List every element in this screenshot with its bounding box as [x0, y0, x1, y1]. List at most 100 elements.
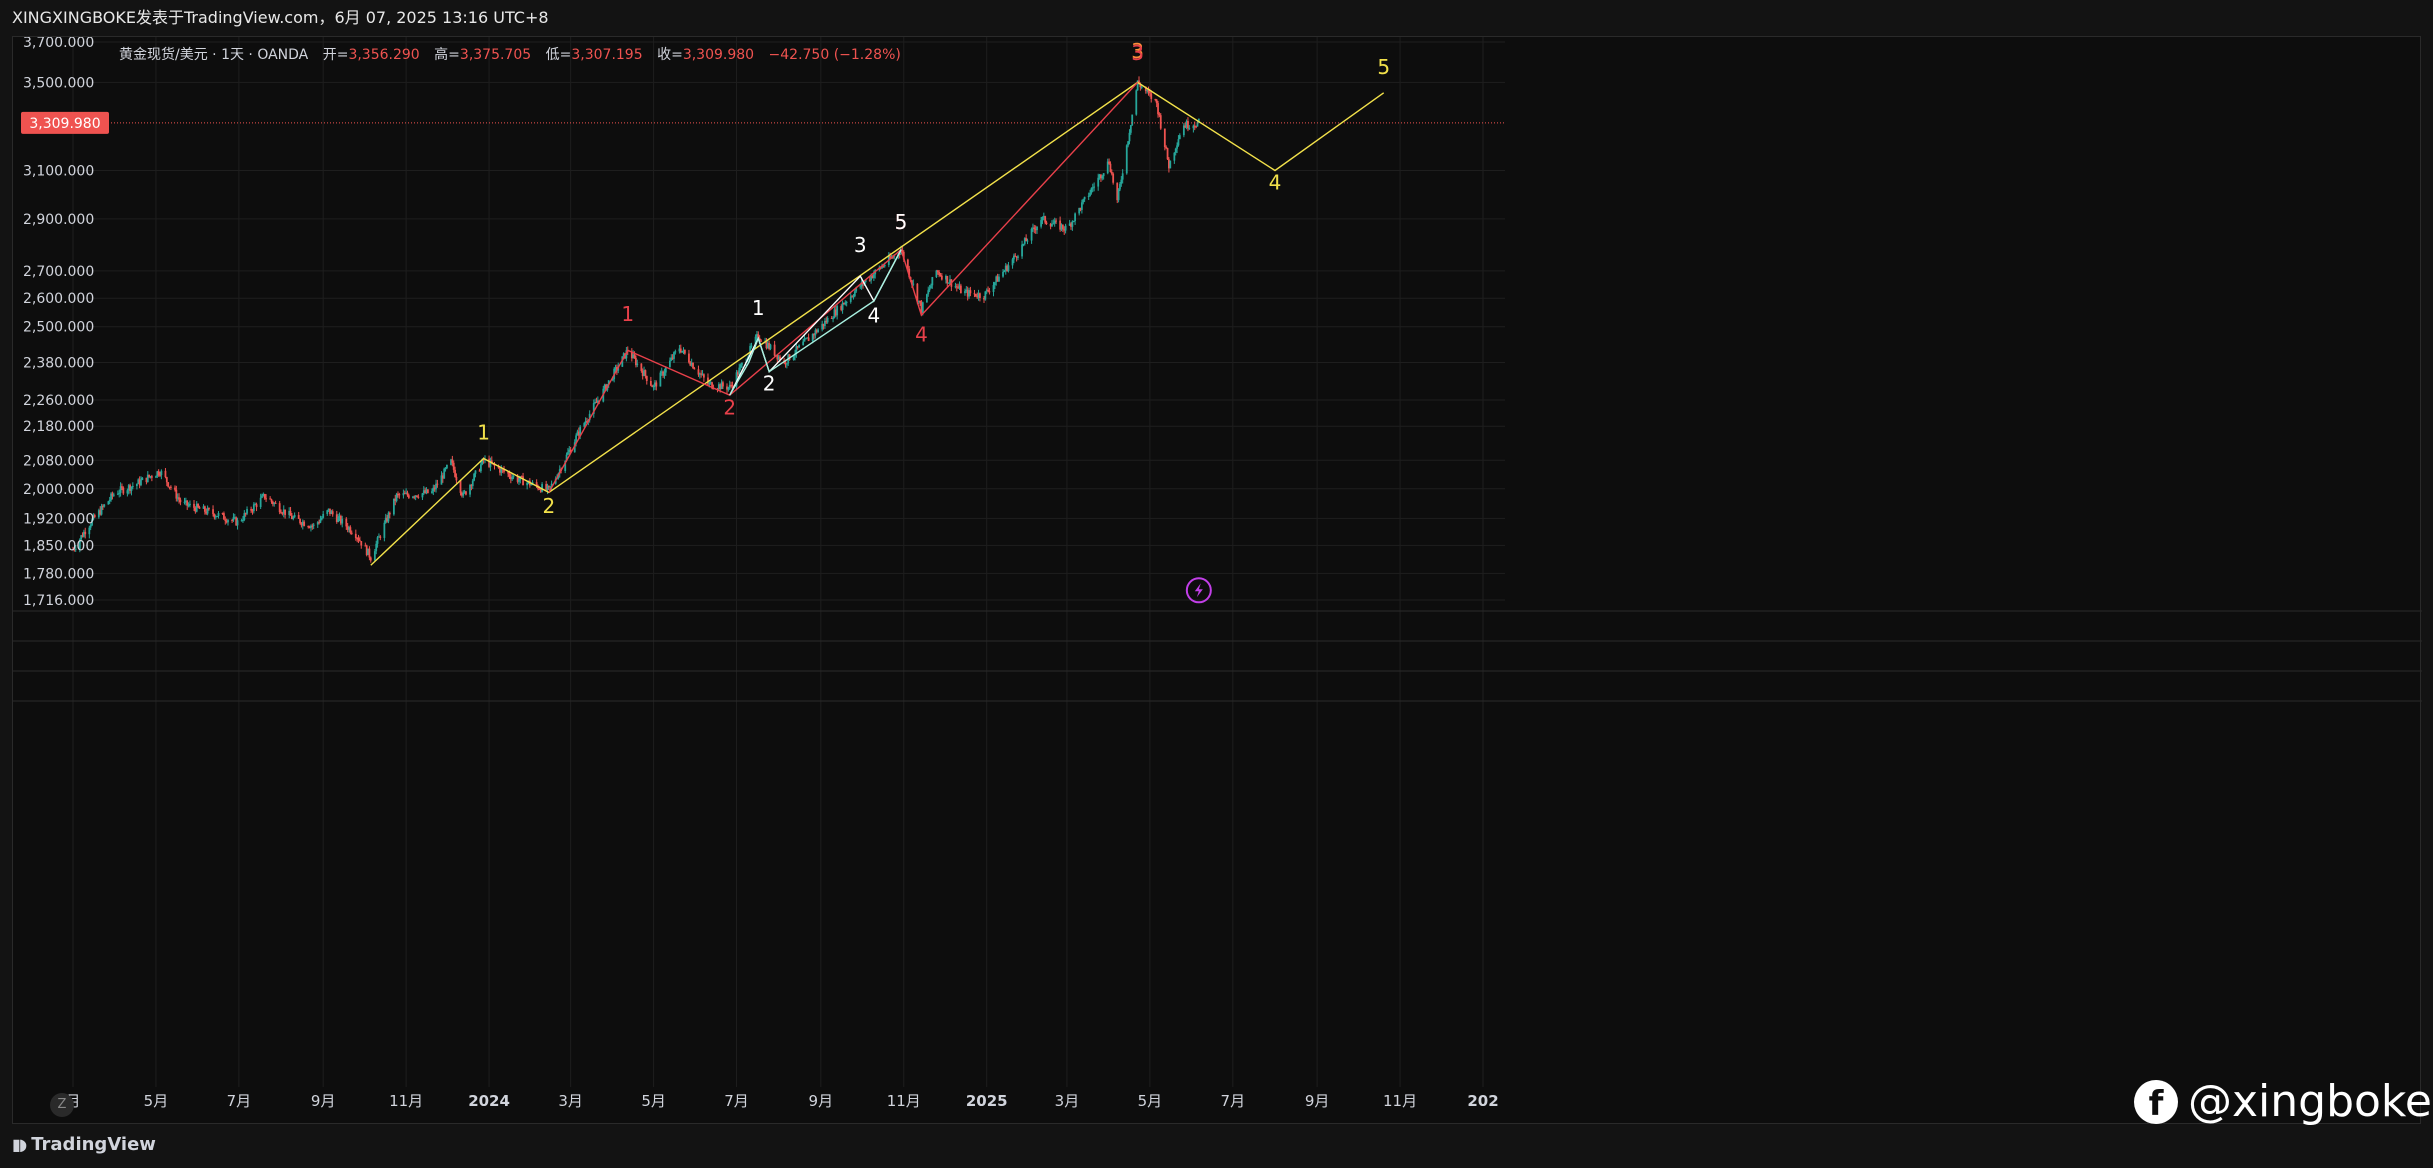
candle-body [126, 490, 129, 494]
candle-body [679, 348, 682, 353]
candle-body [955, 286, 958, 288]
candle-body [796, 346, 799, 348]
candle-body [735, 372, 738, 387]
candle-body [107, 501, 110, 505]
candle-body [1089, 192, 1091, 196]
candle-body [1106, 161, 1109, 174]
candle-body [652, 385, 655, 388]
candle-body [817, 329, 820, 333]
candle-body [500, 468, 503, 473]
y-tick-label: 3,700.000 [23, 37, 94, 51]
candle-body [565, 454, 568, 461]
candle-body [357, 538, 360, 541]
candle-body [384, 517, 387, 523]
candle-body [84, 531, 87, 535]
candle-body [925, 294, 928, 303]
x-tick-label: 3月 [1055, 1092, 1080, 1110]
candle-body [1135, 90, 1138, 115]
candle-body [1007, 265, 1010, 271]
candle-body [194, 507, 197, 512]
tradingview-logo[interactable]: ▮◗ TradingView [12, 1134, 156, 1155]
candle-body [1121, 173, 1124, 180]
candle-body [157, 471, 160, 476]
candle-body [1108, 161, 1110, 164]
candle-body [186, 500, 189, 506]
y-tick-label: 3,100.000 [23, 163, 94, 179]
candle-body [996, 276, 999, 282]
candle-body [369, 557, 372, 561]
candle-body [1044, 216, 1047, 223]
candle-body [987, 289, 989, 292]
candle-body [263, 494, 266, 499]
candle-body [779, 356, 781, 361]
candle-body [1006, 265, 1009, 271]
candle-body [227, 520, 229, 523]
candle-body [995, 276, 998, 283]
candle-body [1129, 125, 1132, 133]
zoom-reset-button[interactable]: Z [50, 1093, 74, 1117]
candle-body [516, 476, 519, 482]
candle-body [795, 346, 798, 354]
candle-body [760, 340, 762, 342]
grid-lines [72, 37, 1505, 1087]
candle-body [673, 352, 675, 359]
candle-body [1013, 255, 1015, 260]
candle-body [223, 513, 225, 520]
candle-body [433, 487, 436, 490]
candle-body [208, 508, 210, 510]
y-tick-label: 1,780.000 [23, 566, 94, 582]
last-price-tag: 3,309.980 [21, 111, 109, 134]
candle-body [1138, 80, 1140, 84]
candle-body [984, 291, 987, 300]
lightning-icon[interactable] [1194, 583, 1203, 598]
publish-caption: XINGXINGBOKE发表于TradingView.com，6月 07, 20… [12, 8, 549, 27]
candle-body [503, 469, 505, 472]
candle-body [870, 275, 873, 281]
candle-body [649, 380, 652, 386]
candle-body [603, 384, 606, 389]
candle-body [919, 300, 921, 303]
candle-body [643, 370, 645, 376]
candle-body [852, 296, 855, 298]
candle-body [183, 501, 186, 503]
candle-body [1195, 126, 1198, 128]
candle-body [1127, 141, 1130, 146]
candle-body [261, 495, 263, 498]
candle-body [282, 509, 285, 514]
candle-body [122, 487, 125, 494]
candle-body [1087, 195, 1090, 197]
candle-body [203, 506, 206, 512]
candle-body [202, 506, 205, 509]
price-axis[interactable]: 1,716.000 1,780.000 1,850.000 1,920.000 2,00… [23, 37, 94, 609]
candle-body [902, 251, 905, 260]
time-axis[interactable]: 月5月7月9月11月20243月5月7月9月11月20253月5月7月9月11月… [65, 1092, 1498, 1110]
candle-body [160, 470, 163, 476]
candle-body [674, 351, 677, 353]
candle-body [541, 484, 543, 492]
candle-body [402, 493, 405, 496]
candle-body [488, 458, 490, 467]
y-tick-label: 3,500.000 [23, 75, 94, 91]
candle-body [1173, 152, 1176, 161]
candle-body [1064, 225, 1067, 231]
candle-body [785, 363, 788, 365]
candle-body [509, 476, 512, 480]
candle-body [678, 348, 681, 352]
candle-body [72, 549, 74, 551]
candle-body [965, 289, 968, 292]
event-marker[interactable] [1185, 577, 1212, 604]
candle-body [441, 475, 444, 479]
x-tick-label: 7月 [227, 1092, 252, 1110]
candle-body [832, 318, 834, 320]
candle-body [318, 522, 321, 524]
candle-body [1091, 187, 1094, 189]
candle-body [756, 334, 758, 337]
candle-body [444, 468, 447, 470]
lightning-icon-ring[interactable] [1185, 577, 1212, 604]
candle-body [938, 272, 941, 275]
candle-body [935, 270, 938, 278]
candle-body [394, 498, 397, 501]
candle-body [1146, 90, 1149, 92]
